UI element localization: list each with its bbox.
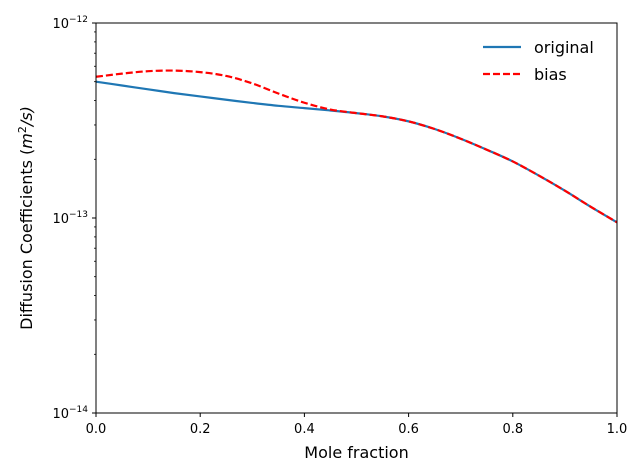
y-tick-label: 10−12 xyxy=(52,15,88,32)
x-axis: 0.0 0.2 0.4 0.6 0.8 1.0 xyxy=(86,413,628,437)
legend-label-bias: bias xyxy=(534,65,567,84)
y-axis-label-unit-exp: 2 xyxy=(16,126,29,133)
y-axis-label-unit-rest: /s) xyxy=(17,106,36,128)
legend-label-original: original xyxy=(534,38,594,57)
plot-lines xyxy=(95,69,618,224)
x-tick-label: 1.0 xyxy=(607,422,628,437)
legend: original bias xyxy=(483,38,594,84)
series-line-bias xyxy=(95,69,618,224)
y-axis-label: Diffusion Coefficients (m2/s) xyxy=(16,106,36,330)
x-tick-label: 0.8 xyxy=(502,422,523,437)
y-axis-label-unit-m: m xyxy=(17,133,36,149)
x-tick-label: 0.0 xyxy=(86,422,107,437)
y-axis: 10−14 10−13 10−12 xyxy=(52,15,96,422)
x-tick-label: 0.4 xyxy=(294,422,315,437)
y-axis-label-text: Diffusion Coefficients ( xyxy=(17,149,36,330)
x-axis-label: Mole fraction xyxy=(304,443,408,462)
y-tick-label: 10−13 xyxy=(52,210,88,227)
x-tick-label: 0.2 xyxy=(190,422,211,437)
y-tick-label: 10−14 xyxy=(52,405,88,422)
x-tick-label: 0.6 xyxy=(398,422,419,437)
